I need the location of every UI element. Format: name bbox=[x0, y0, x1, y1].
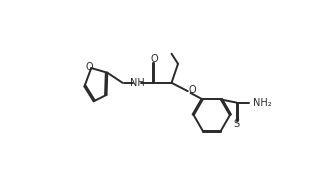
Text: NH₂: NH₂ bbox=[253, 98, 271, 108]
Text: O: O bbox=[150, 54, 158, 64]
Text: NH: NH bbox=[130, 78, 145, 88]
Text: S: S bbox=[233, 119, 240, 129]
Text: O: O bbox=[85, 62, 93, 72]
Text: O: O bbox=[188, 85, 196, 95]
